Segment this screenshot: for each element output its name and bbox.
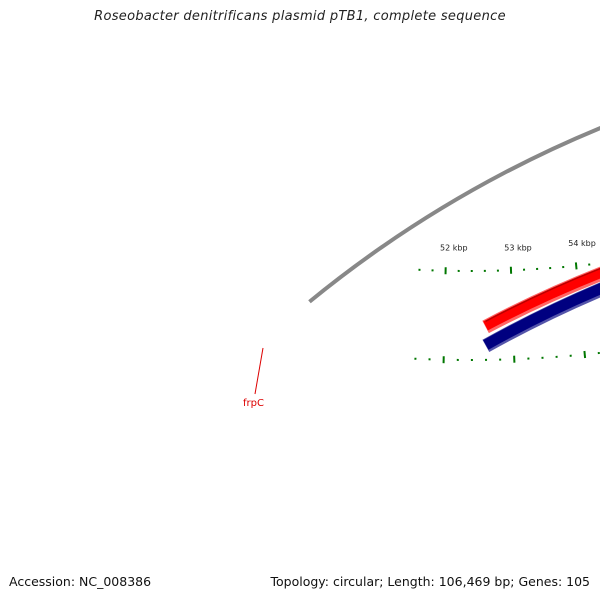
- topology-summary: Topology: circular; Length: 106,469 bp; …: [270, 574, 591, 589]
- reverse-gene: [483, 283, 600, 350]
- forward-gene-shade: [485, 268, 600, 323]
- accession-text: Accession: NC_008386: [9, 574, 152, 589]
- major-tick: [583, 350, 587, 359]
- tick-labels: 60 kbp59 kbp58 kbp57 kbp56 kbp55 kbp54 k…: [440, 239, 596, 253]
- backbone-circle: [308, 126, 600, 304]
- tick-label: 54 kbp: [568, 239, 596, 248]
- tick-label: 53 kbp: [504, 243, 532, 252]
- gene-label-frpC[interactable]: frpC: [243, 398, 264, 409]
- outer-tick-ring: [418, 262, 591, 275]
- map-title: Roseobacter denitrificans plasmid pTB1, …: [94, 9, 506, 24]
- feature-tracks: [482, 266, 600, 353]
- tick-label: 52 kbp: [440, 244, 468, 253]
- forward-gene-frpC: [483, 267, 600, 331]
- forward-gene-frpC-outline: [482, 266, 600, 334]
- inner-tick-ring: [414, 350, 600, 364]
- major-tick: [574, 262, 578, 270]
- gene-label-leader-line: [254, 347, 264, 395]
